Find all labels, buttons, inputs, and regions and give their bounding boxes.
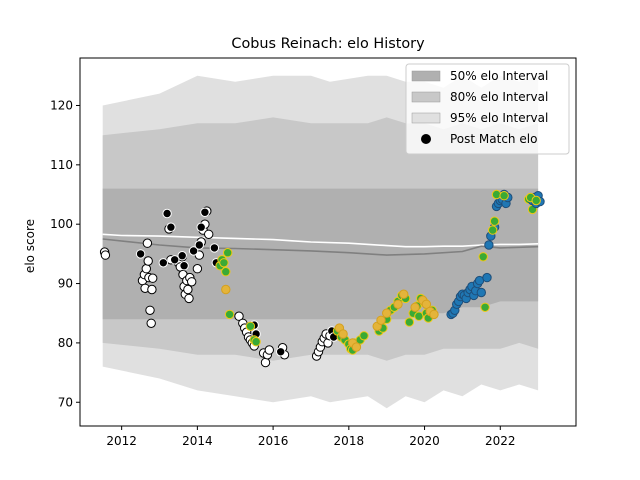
data-point-white [148, 273, 158, 283]
data-point-black [188, 246, 199, 256]
data-point-white [260, 357, 271, 368]
legend-swatch [411, 70, 441, 82]
x-tick-label: 2012 [106, 434, 137, 448]
legend: 50% elo Interval 80% elo Interval 95% elo … [405, 63, 570, 155]
data-point-white [143, 256, 153, 266]
data-point-blue [476, 287, 486, 298]
x-tick-label: 2020 [409, 434, 440, 448]
data-point-green [480, 302, 490, 312]
legend-box [405, 63, 570, 155]
data-point-gold [429, 309, 439, 320]
y-tick-label: 110 [50, 158, 73, 172]
data-point-green2 [531, 195, 541, 206]
data-point-green [223, 248, 233, 258]
data-point-green2 [489, 216, 500, 226]
data-point-white [142, 238, 153, 248]
data-point-gold [410, 302, 420, 312]
data-point-white [146, 318, 156, 328]
data-point-black [177, 251, 187, 261]
data-point-gold [382, 308, 392, 318]
data-point-white [234, 311, 244, 321]
legend-label: 50% elo Interval [450, 69, 548, 83]
band-2 [102, 188, 539, 320]
y-tick-label: 80 [58, 336, 73, 350]
data-point-black [135, 249, 146, 259]
data-point-green [224, 309, 235, 320]
y-tick-label: 70 [58, 395, 73, 409]
data-point-gold [221, 284, 231, 295]
x-tick-label: 2022 [485, 434, 516, 448]
data-point-green2 [488, 225, 498, 235]
legend-marker [421, 134, 431, 144]
data-point-black [196, 222, 206, 232]
chart-title: Cobus Reinach: elo History [231, 36, 425, 52]
data-point-black [179, 261, 189, 271]
data-point-gold [399, 289, 409, 299]
data-point-blue [482, 272, 492, 283]
data-point-green [478, 252, 488, 262]
data-point-green [251, 337, 261, 347]
x-axis: 2012 2014 2016 2018 2020 2022 [106, 426, 516, 448]
data-point-white [184, 293, 194, 304]
legend-label: 95% elo Interval [450, 111, 548, 125]
data-point-gold [393, 299, 403, 309]
data-point-gold [376, 315, 386, 325]
y-axis-label: elo score [23, 219, 37, 273]
data-point-blue [484, 240, 494, 250]
series-line-1 [102, 238, 539, 256]
y-tick-label: 100 [50, 217, 73, 231]
data-point-black [162, 208, 172, 219]
plot-area [79, 57, 577, 427]
data-point-white [147, 284, 157, 295]
data-point-black [209, 243, 220, 253]
data-point-white [264, 345, 274, 355]
plot-frame [79, 57, 577, 427]
data-point-green2 [499, 191, 509, 201]
x-tick-label: 2016 [258, 434, 289, 448]
y-axis: 70 80 90 100 110 120 [50, 98, 80, 409]
data-point-gold [351, 342, 362, 352]
data-point-white [100, 250, 111, 260]
data-point-green [221, 267, 231, 277]
y-tick-label: 120 [50, 98, 73, 112]
data-point-black [158, 258, 169, 268]
x-tick-label: 2018 [334, 434, 365, 448]
post-match-points [99, 189, 545, 368]
x-tick-label: 2014 [182, 434, 213, 448]
data-point-white [183, 284, 193, 295]
data-point-white [145, 305, 155, 315]
data-point-green [245, 321, 256, 331]
data-point-gold [421, 299, 432, 309]
data-point-green [404, 317, 415, 327]
data-point-green2 [491, 189, 502, 200]
data-point-black [276, 347, 286, 357]
data-point-black [170, 255, 180, 265]
data-point-white [141, 264, 152, 274]
data-point-white [192, 264, 203, 274]
data-point-green [359, 331, 369, 341]
data-point-black [194, 240, 205, 250]
data-point-black [200, 207, 210, 218]
data-point-black [166, 222, 176, 232]
legend-label: Post Match elo [450, 132, 537, 146]
data-point-white [187, 277, 197, 287]
data-point-gold [338, 329, 348, 339]
data-point-white [204, 229, 214, 240]
data-point-green [219, 258, 229, 268]
legend-swatch [411, 112, 441, 124]
legend-swatch [411, 91, 441, 103]
legend-label: 80% elo Interval [450, 90, 548, 104]
y-tick-label: 90 [58, 277, 73, 291]
